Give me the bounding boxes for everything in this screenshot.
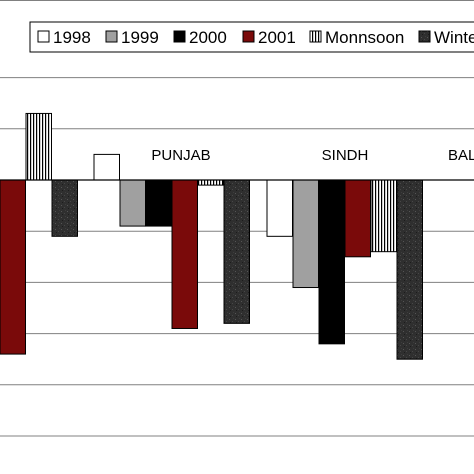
legend-label: 2001 [258,28,296,47]
bar-punjab-1998 [93,153,120,181]
bar-partial-2001 [0,179,26,355]
legend-label: Winte [434,28,474,47]
legend-swatch [309,30,322,43]
legend-label: 1999 [121,28,159,47]
legend-swatch [37,30,50,43]
bar-punjab-winter [223,179,250,324]
bars [0,112,474,360]
bar-sindh-monnsoon [370,179,397,253]
legend-label: 1998 [53,28,91,47]
bar-sindh-1998 [266,179,293,237]
bar-sindh-winter [396,179,423,360]
bar-punjab-monnsoon [197,179,224,186]
bar-partial-winter [51,179,78,237]
bar-punjab-2001 [171,179,198,329]
legend-swatch [173,30,186,43]
legend-swatch [242,30,255,43]
category-label: BAL [448,147,474,164]
bar-sindh-2001 [344,179,371,258]
legend: 1998 1999 2000 2001 Monnsoon Winte [29,21,474,53]
bar-partial-monnsoon [25,112,52,181]
category-label: SINDH [322,147,369,164]
category-label: PUNJAB [151,147,210,164]
bar-sindh-1999 [292,179,319,289]
bar-punjab-1999 [119,179,146,227]
legend-label: 2000 [189,28,227,47]
bar-punjab-2000 [145,179,172,227]
bar-sindh-2000 [318,179,345,345]
legend-label: Monnsoon [325,28,404,47]
legend-swatch [105,30,118,43]
legend-swatch [418,30,431,43]
category-labels: PUNJAB SINDH BAL [151,147,474,164]
